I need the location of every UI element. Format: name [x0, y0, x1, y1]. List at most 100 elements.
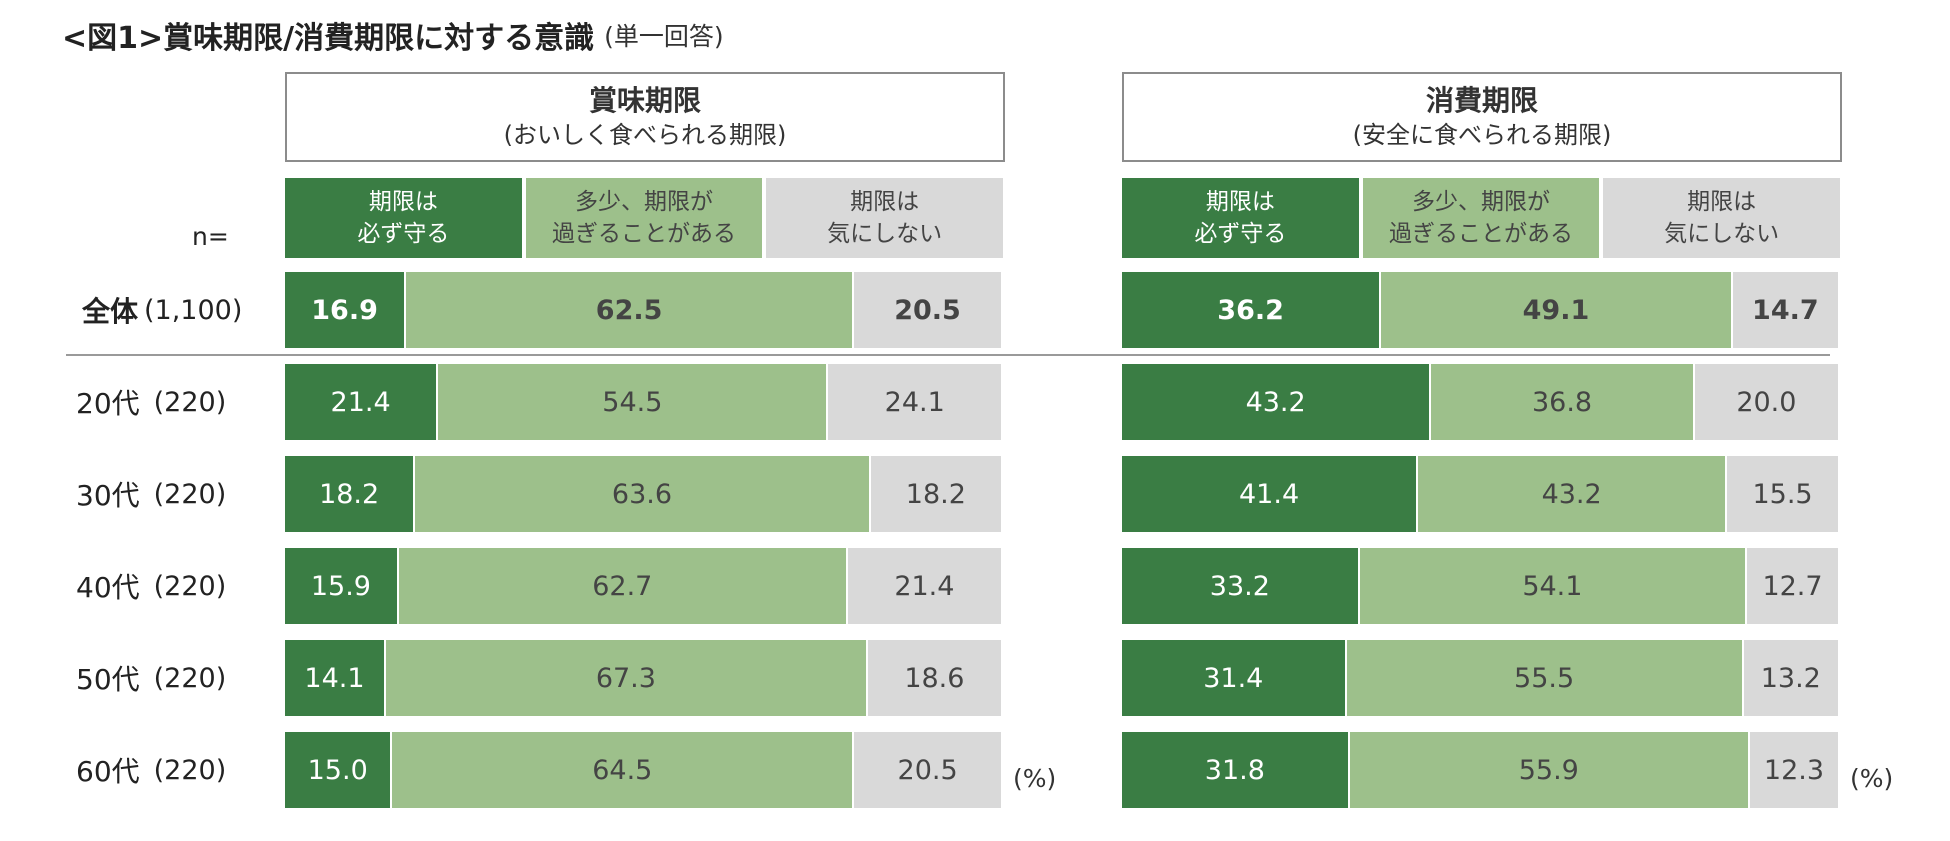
- panel-title: 賞味期限: [588, 84, 701, 117]
- bar-value-label: 12.3: [1763, 754, 1825, 786]
- bar-segment-dont-care: 24.1: [828, 364, 1001, 440]
- bar-value-label: 33.2: [1209, 570, 1270, 602]
- bar-segment-sometimes-exceed: 63.6: [415, 456, 871, 532]
- page-title: <図1>賞味期限/消費期限に対する意識 (単一回答): [62, 10, 724, 60]
- bar-segment-sometimes-exceed: 67.3: [385, 640, 868, 716]
- bar-segment-dont-care: 18.6: [867, 640, 1001, 716]
- bar-segment-must-keep: 16.9: [285, 272, 407, 348]
- bar-value-label: 67.3: [595, 662, 656, 694]
- bar-segment-must-keep: 14.1: [285, 640, 386, 716]
- total-divider: [66, 354, 1830, 356]
- bar-value-label: 15.5: [1752, 478, 1813, 510]
- bar-value-label: 36.8: [1531, 386, 1593, 418]
- bar-value-label: 14.7: [1752, 294, 1819, 326]
- bar-segment-sometimes-exceed: 64.5: [392, 732, 855, 808]
- panel-header: 賞味期限 (おいしく食べられる期限): [285, 72, 1005, 162]
- bar-segment-dont-care: 12.7: [1747, 548, 1838, 624]
- bar-value-label: 18.6: [904, 662, 965, 694]
- bar-segment-sometimes-exceed: 55.9: [1349, 732, 1750, 808]
- bar-value-label: 15.9: [310, 570, 371, 602]
- bar-segment-sometimes-exceed: 54.1: [1359, 548, 1748, 624]
- row-category-label: 全体: [82, 295, 139, 328]
- bar-value-label: 18.2: [319, 478, 380, 510]
- bar-value-label: 31.8: [1204, 754, 1265, 786]
- row-category-label: 40代: [76, 571, 140, 604]
- bar-segment-sometimes-exceed: 43.2: [1418, 456, 1728, 532]
- bar-value-label: 43.2: [1541, 478, 1602, 510]
- bar-value-label: 43.2: [1245, 386, 1306, 418]
- bar-value-label: 62.7: [592, 570, 653, 602]
- row-label: 全体 (1,100): [82, 272, 242, 348]
- bar-segment-dont-care: 20.0: [1694, 364, 1838, 440]
- bar-value-label: 62.5: [595, 294, 663, 326]
- bar-segment-must-keep: 18.2: [285, 456, 416, 532]
- bar-segment-sometimes-exceed: 36.8: [1431, 364, 1695, 440]
- panel-subtitle: (おいしく食べられる期限): [503, 121, 787, 149]
- bar-segment-must-keep: 41.4: [1122, 456, 1419, 532]
- bar-segment-dont-care: 20.5: [854, 732, 1001, 808]
- bar-value-label: 20.5: [897, 754, 958, 786]
- bar-segment-must-keep: 43.2: [1122, 364, 1432, 440]
- row-label: 50代 (220): [76, 640, 226, 716]
- bar-value-label: 41.4: [1239, 478, 1300, 510]
- row-n-label: (220): [153, 662, 227, 694]
- bar-value-label: 21.4: [330, 386, 391, 418]
- bar-value-label: 16.9: [311, 294, 378, 326]
- bar-segment-must-keep: 31.8: [1122, 732, 1350, 808]
- bar-segment-must-keep: 36.2: [1122, 272, 1382, 348]
- bar-value-label: 24.1: [884, 386, 945, 418]
- row-category-label: 50代: [76, 663, 140, 696]
- bar-segment-must-keep: 31.4: [1122, 640, 1347, 716]
- bar-value-label: 12.7: [1762, 570, 1823, 602]
- bar-value-label: 13.2: [1760, 662, 1821, 694]
- bar-value-label: 54.5: [602, 386, 663, 418]
- bar-segment-dont-care: 15.5: [1727, 456, 1838, 532]
- row-n-label: (220): [153, 386, 227, 418]
- legend-sometimes-exceed: 多少、期限が 過ぎることがある: [1362, 178, 1600, 258]
- row-n-label: (1,100): [144, 294, 243, 326]
- bar-value-label: 18.2: [905, 478, 966, 510]
- chart-title: <図1>賞味期限/消費期限に対する意識: [62, 21, 595, 56]
- bar-value-label: 64.5: [592, 754, 653, 786]
- bar-segment-dont-care: 20.5: [854, 272, 1001, 348]
- bar-segment-sometimes-exceed: 62.7: [398, 548, 848, 624]
- bar-segment-dont-care: 18.2: [870, 456, 1001, 532]
- bar-value-label: 15.0: [307, 754, 368, 786]
- panel-title: 消費期限: [1425, 84, 1538, 117]
- row-category-label: 60代: [76, 755, 140, 788]
- bar-segment-sometimes-exceed: 54.5: [438, 364, 829, 440]
- legend-sometimes-exceed: 多少、期限が 過ぎることがある: [525, 178, 763, 258]
- bar-segment-dont-care: 13.2: [1743, 640, 1838, 716]
- percent-unit-label: (%): [1013, 764, 1057, 793]
- bar-value-label: 36.2: [1217, 294, 1284, 326]
- legend-must-keep: 期限は 必ず守る: [1122, 178, 1359, 258]
- legend-dont-care: 期限は 気にしない: [1603, 178, 1840, 258]
- n-label: n=: [192, 222, 229, 251]
- row-n-label: (220): [153, 754, 227, 786]
- panel-subtitle: (安全に食べられる期限): [1352, 121, 1612, 149]
- bar-value-label: 55.5: [1514, 662, 1575, 694]
- bar-segment-sometimes-exceed: 49.1: [1381, 272, 1733, 348]
- bar-segment-must-keep: 15.9: [285, 548, 399, 624]
- bar-value-label: 21.4: [894, 570, 955, 602]
- bar-segment-must-keep: 15.0: [285, 732, 393, 808]
- bar-value-label: 63.6: [611, 478, 673, 510]
- bar-value-label: 31.4: [1203, 662, 1264, 694]
- bar-value-label: 55.9: [1518, 754, 1579, 786]
- bar-segment-must-keep: 33.2: [1122, 548, 1360, 624]
- bar-value-label: 49.1: [1522, 294, 1590, 326]
- bar-segment-sometimes-exceed: 55.5: [1346, 640, 1744, 716]
- bar-segment-dont-care: 21.4: [847, 548, 1001, 624]
- bar-segment-dont-care: 14.7: [1732, 272, 1838, 348]
- row-label: 60代 (220): [76, 732, 226, 808]
- row-label: 30代 (220): [76, 456, 226, 532]
- legend-dont-care: 期限は 気にしない: [766, 178, 1003, 258]
- row-label: 20代 (220): [76, 364, 226, 440]
- legend-must-keep: 期限は 必ず守る: [285, 178, 522, 258]
- row-n-label: (220): [153, 478, 227, 510]
- row-n-label: (220): [153, 570, 227, 602]
- bar-segment-sometimes-exceed: 62.5: [406, 272, 855, 348]
- bar-value-label: 54.1: [1522, 570, 1583, 602]
- bar-segment-dont-care: 12.3: [1749, 732, 1838, 808]
- bar-value-label: 20.0: [1736, 386, 1797, 418]
